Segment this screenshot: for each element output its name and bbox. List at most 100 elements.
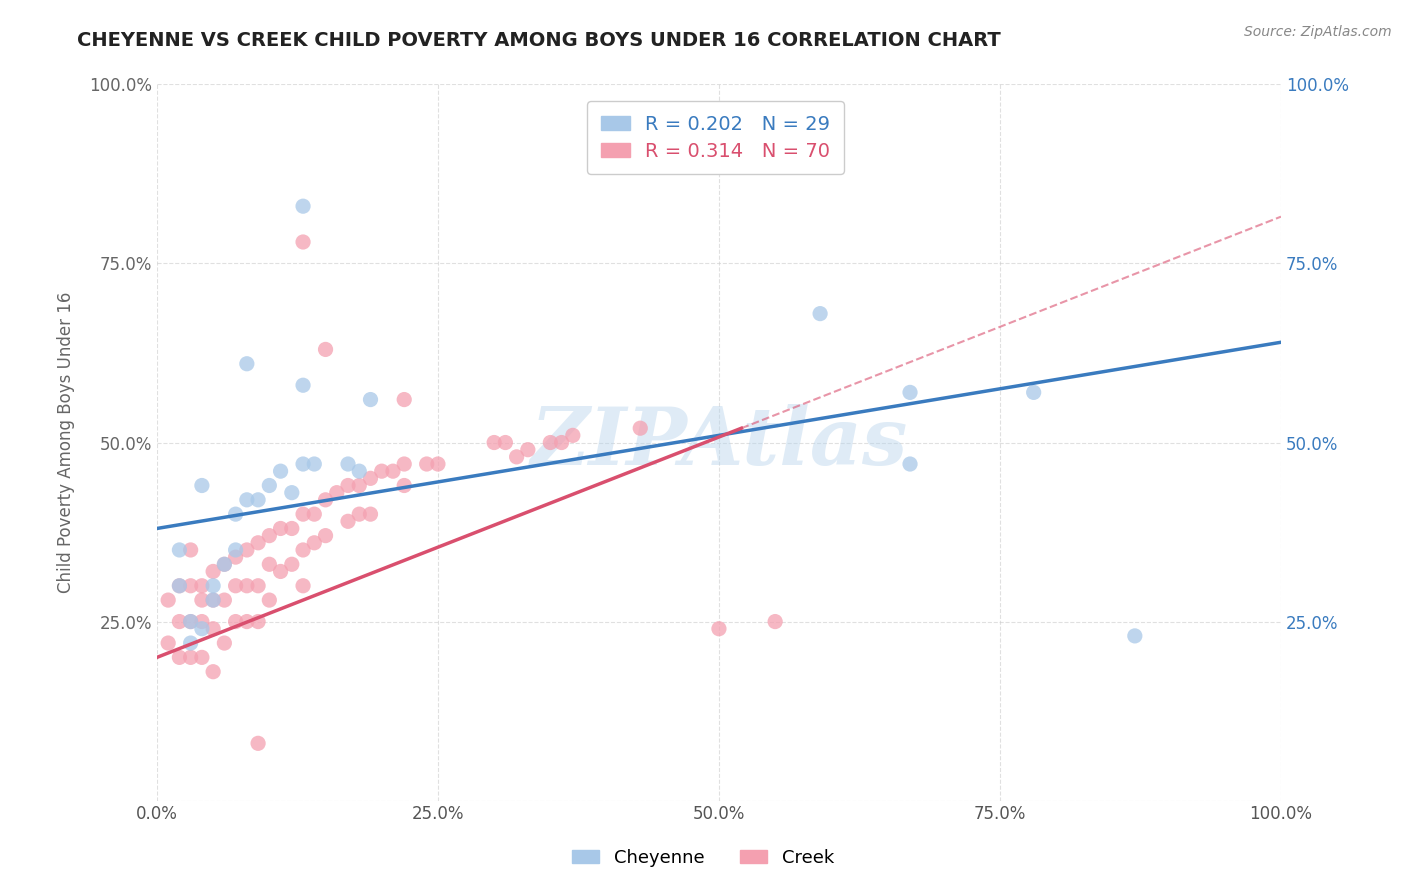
Point — [292, 579, 315, 593]
Point — [236, 615, 259, 629]
Point — [360, 392, 382, 407]
Legend: Cheyenne, Creek: Cheyenne, Creek — [565, 842, 841, 874]
Point — [169, 650, 191, 665]
Point — [157, 593, 180, 607]
Point — [236, 357, 259, 371]
Point — [281, 521, 304, 535]
Point — [180, 615, 202, 629]
Point — [169, 543, 191, 558]
Text: ZIPAtlas: ZIPAtlas — [530, 404, 908, 482]
Point — [304, 507, 326, 521]
Point — [180, 615, 202, 629]
Point — [270, 565, 292, 579]
Point — [326, 485, 349, 500]
Point — [202, 579, 225, 593]
Point — [561, 428, 583, 442]
Point — [191, 478, 214, 492]
Point — [214, 593, 236, 607]
Point — [1123, 629, 1146, 643]
Point — [337, 514, 360, 528]
Point — [191, 622, 214, 636]
Point — [482, 435, 505, 450]
Point — [392, 478, 415, 492]
Point — [180, 543, 202, 558]
Point — [281, 558, 304, 572]
Point — [214, 636, 236, 650]
Point — [202, 593, 225, 607]
Point — [247, 492, 270, 507]
Point — [225, 550, 247, 565]
Point — [349, 507, 371, 521]
Point — [247, 615, 270, 629]
Point — [304, 457, 326, 471]
Point — [214, 558, 236, 572]
Point — [236, 579, 259, 593]
Point — [315, 492, 337, 507]
Point — [360, 471, 382, 485]
Point — [259, 528, 281, 542]
Point — [180, 636, 202, 650]
Point — [169, 615, 191, 629]
Text: CHEYENNE VS CREEK CHILD POVERTY AMONG BOYS UNDER 16 CORRELATION CHART: CHEYENNE VS CREEK CHILD POVERTY AMONG BO… — [77, 31, 1001, 50]
Point — [292, 378, 315, 392]
Point — [202, 622, 225, 636]
Point — [415, 457, 437, 471]
Point — [225, 579, 247, 593]
Point — [292, 507, 315, 521]
Point — [360, 507, 382, 521]
Point — [191, 615, 214, 629]
Point — [315, 343, 337, 357]
Point — [392, 457, 415, 471]
Point — [494, 435, 516, 450]
Point — [259, 478, 281, 492]
Point — [1022, 385, 1045, 400]
Legend: R = 0.202   N = 29, R = 0.314   N = 70: R = 0.202 N = 29, R = 0.314 N = 70 — [588, 102, 844, 174]
Point — [202, 593, 225, 607]
Point — [292, 457, 315, 471]
Point — [214, 558, 236, 572]
Point — [202, 565, 225, 579]
Point — [550, 435, 572, 450]
Point — [281, 485, 304, 500]
Point — [259, 593, 281, 607]
Point — [225, 543, 247, 558]
Point — [337, 457, 360, 471]
Point — [225, 507, 247, 521]
Point — [202, 665, 225, 679]
Point — [157, 636, 180, 650]
Point — [337, 478, 360, 492]
Point — [225, 615, 247, 629]
Point — [426, 457, 449, 471]
Point — [247, 536, 270, 550]
Point — [247, 579, 270, 593]
Point — [292, 543, 315, 558]
Point — [304, 536, 326, 550]
Point — [259, 558, 281, 572]
Point — [191, 579, 214, 593]
Point — [628, 421, 651, 435]
Point — [270, 464, 292, 478]
Point — [247, 736, 270, 750]
Point — [236, 543, 259, 558]
Point — [898, 457, 921, 471]
Point — [392, 392, 415, 407]
Y-axis label: Child Poverty Among Boys Under 16: Child Poverty Among Boys Under 16 — [58, 292, 75, 593]
Point — [270, 521, 292, 535]
Point — [371, 464, 394, 478]
Point — [349, 478, 371, 492]
Point — [191, 593, 214, 607]
Point — [381, 464, 404, 478]
Point — [538, 435, 561, 450]
Point — [169, 579, 191, 593]
Point — [808, 307, 831, 321]
Point — [236, 492, 259, 507]
Point — [315, 528, 337, 542]
Point — [898, 385, 921, 400]
Point — [505, 450, 527, 464]
Point — [292, 235, 315, 249]
Point — [169, 579, 191, 593]
Point — [191, 650, 214, 665]
Point — [707, 622, 730, 636]
Point — [180, 579, 202, 593]
Point — [349, 464, 371, 478]
